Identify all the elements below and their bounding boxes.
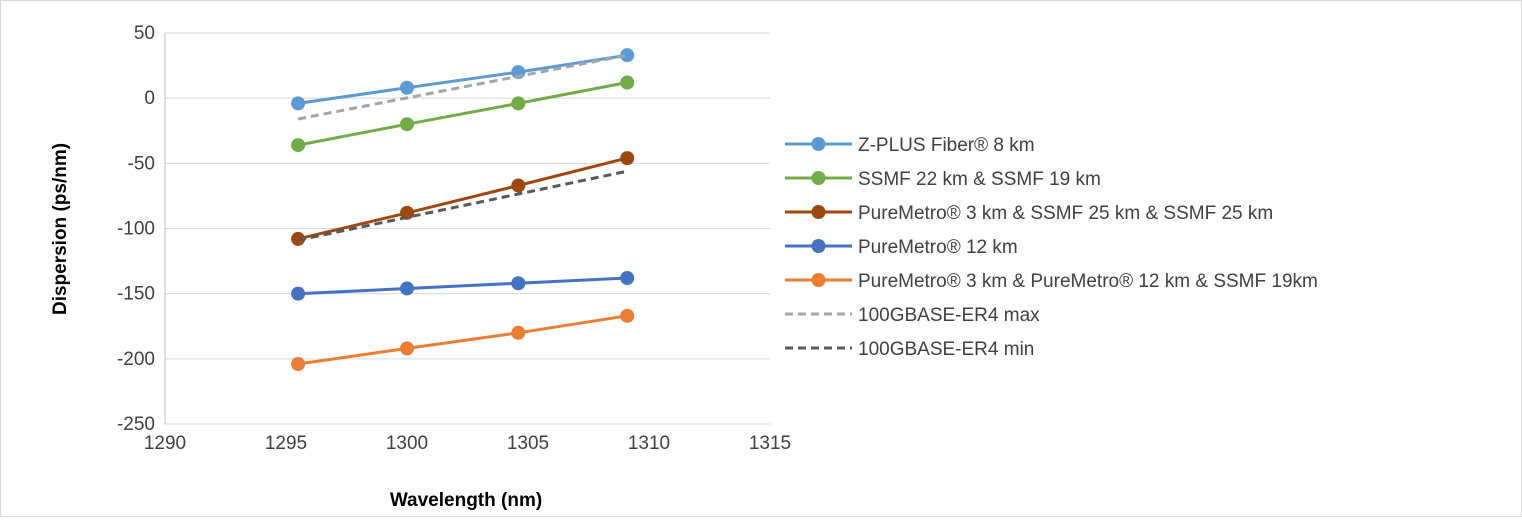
series-4 [291, 308, 635, 372]
data-point [400, 341, 414, 356]
series-lines [291, 48, 635, 372]
series-line [297, 53, 628, 121]
y-tick-label: -150 [117, 284, 155, 305]
legend-marker [811, 137, 826, 151]
series-6 [297, 169, 628, 242]
x-tick-label: 1315 [749, 433, 791, 454]
legend-marker [811, 171, 826, 185]
y-tick-label: -100 [117, 219, 155, 240]
legend-label: 100GBASE-ER4 min [858, 339, 1034, 360]
data-point [400, 205, 414, 220]
legend-entry: PureMetro® 3 km & SSMF 25 km & SSMF 25 k… [785, 203, 1273, 224]
data-point [400, 80, 414, 95]
legend-label: PureMetro® 3 km & PureMetro® 12 km & SSM… [858, 271, 1318, 292]
x-tick-label: 1295 [265, 433, 307, 454]
data-point [511, 276, 526, 291]
x-tick-label: 1310 [628, 433, 670, 454]
legend-entry: PureMetro® 12 km [785, 237, 1018, 258]
y-tick-label: 0 [144, 88, 155, 109]
x-axis-title: Wavelength (nm) [390, 490, 542, 511]
legend-entry: PureMetro® 3 km & PureMetro® 12 km & SSM… [785, 271, 1318, 292]
series-2 [291, 151, 635, 246]
series-3 [291, 271, 635, 301]
data-point [291, 357, 306, 372]
legend-label: SSMF 22 km & SSMF 19 km [858, 169, 1101, 190]
series-line [296, 53, 629, 105]
y-tick-label: -200 [117, 349, 155, 370]
legend-entry: SSMF 22 km & SSMF 19 km [785, 169, 1101, 190]
data-point [400, 281, 414, 296]
legend-entry: Z-PLUS Fiber® 8 km [785, 135, 1035, 156]
data-point [291, 96, 306, 111]
data-point [620, 151, 635, 166]
data-point [291, 286, 306, 301]
series-line [297, 169, 628, 242]
x-tick-label: 1300 [386, 433, 428, 454]
legend-label: Z-PLUS Fiber® 8 km [858, 135, 1035, 156]
series-line [296, 81, 629, 147]
data-point [291, 138, 306, 153]
x-tick-label: 1305 [507, 433, 549, 454]
y-tick-label: -250 [117, 414, 155, 435]
legend-marker [811, 205, 826, 219]
data-point [620, 48, 635, 63]
data-point [400, 117, 414, 132]
data-point [620, 308, 635, 323]
data-point [620, 75, 635, 90]
legend-marker [811, 273, 826, 287]
data-point [511, 325, 526, 340]
gridlines [165, 32, 770, 425]
legend-label: 100GBASE-ER4 max [858, 305, 1040, 326]
y-tick-label: -50 [128, 153, 155, 174]
legend-marker [811, 239, 826, 253]
legend-entry: 100GBASE-ER4 min [785, 339, 1034, 360]
x-tick-label: 1290 [144, 433, 186, 454]
legend-label: PureMetro® 3 km & SSMF 25 km & SSMF 25 k… [858, 203, 1273, 224]
series-1 [291, 75, 635, 153]
legend: Z-PLUS Fiber® 8 km SSMF 22 km & SSMF 19 k… [785, 135, 1318, 360]
legend-entry: 100GBASE-ER4 max [785, 305, 1040, 326]
data-point [511, 96, 526, 111]
series-line [296, 314, 629, 366]
series-line [296, 276, 629, 296]
series-0 [291, 48, 635, 111]
series-line [296, 156, 629, 241]
data-point [511, 178, 526, 193]
series-5 [297, 53, 628, 121]
y-tick-label: 50 [134, 23, 155, 44]
legend-label: PureMetro® 12 km [858, 237, 1018, 258]
data-point [620, 271, 635, 286]
y-axis-title: Dispersion (ps/nm) [50, 143, 71, 315]
